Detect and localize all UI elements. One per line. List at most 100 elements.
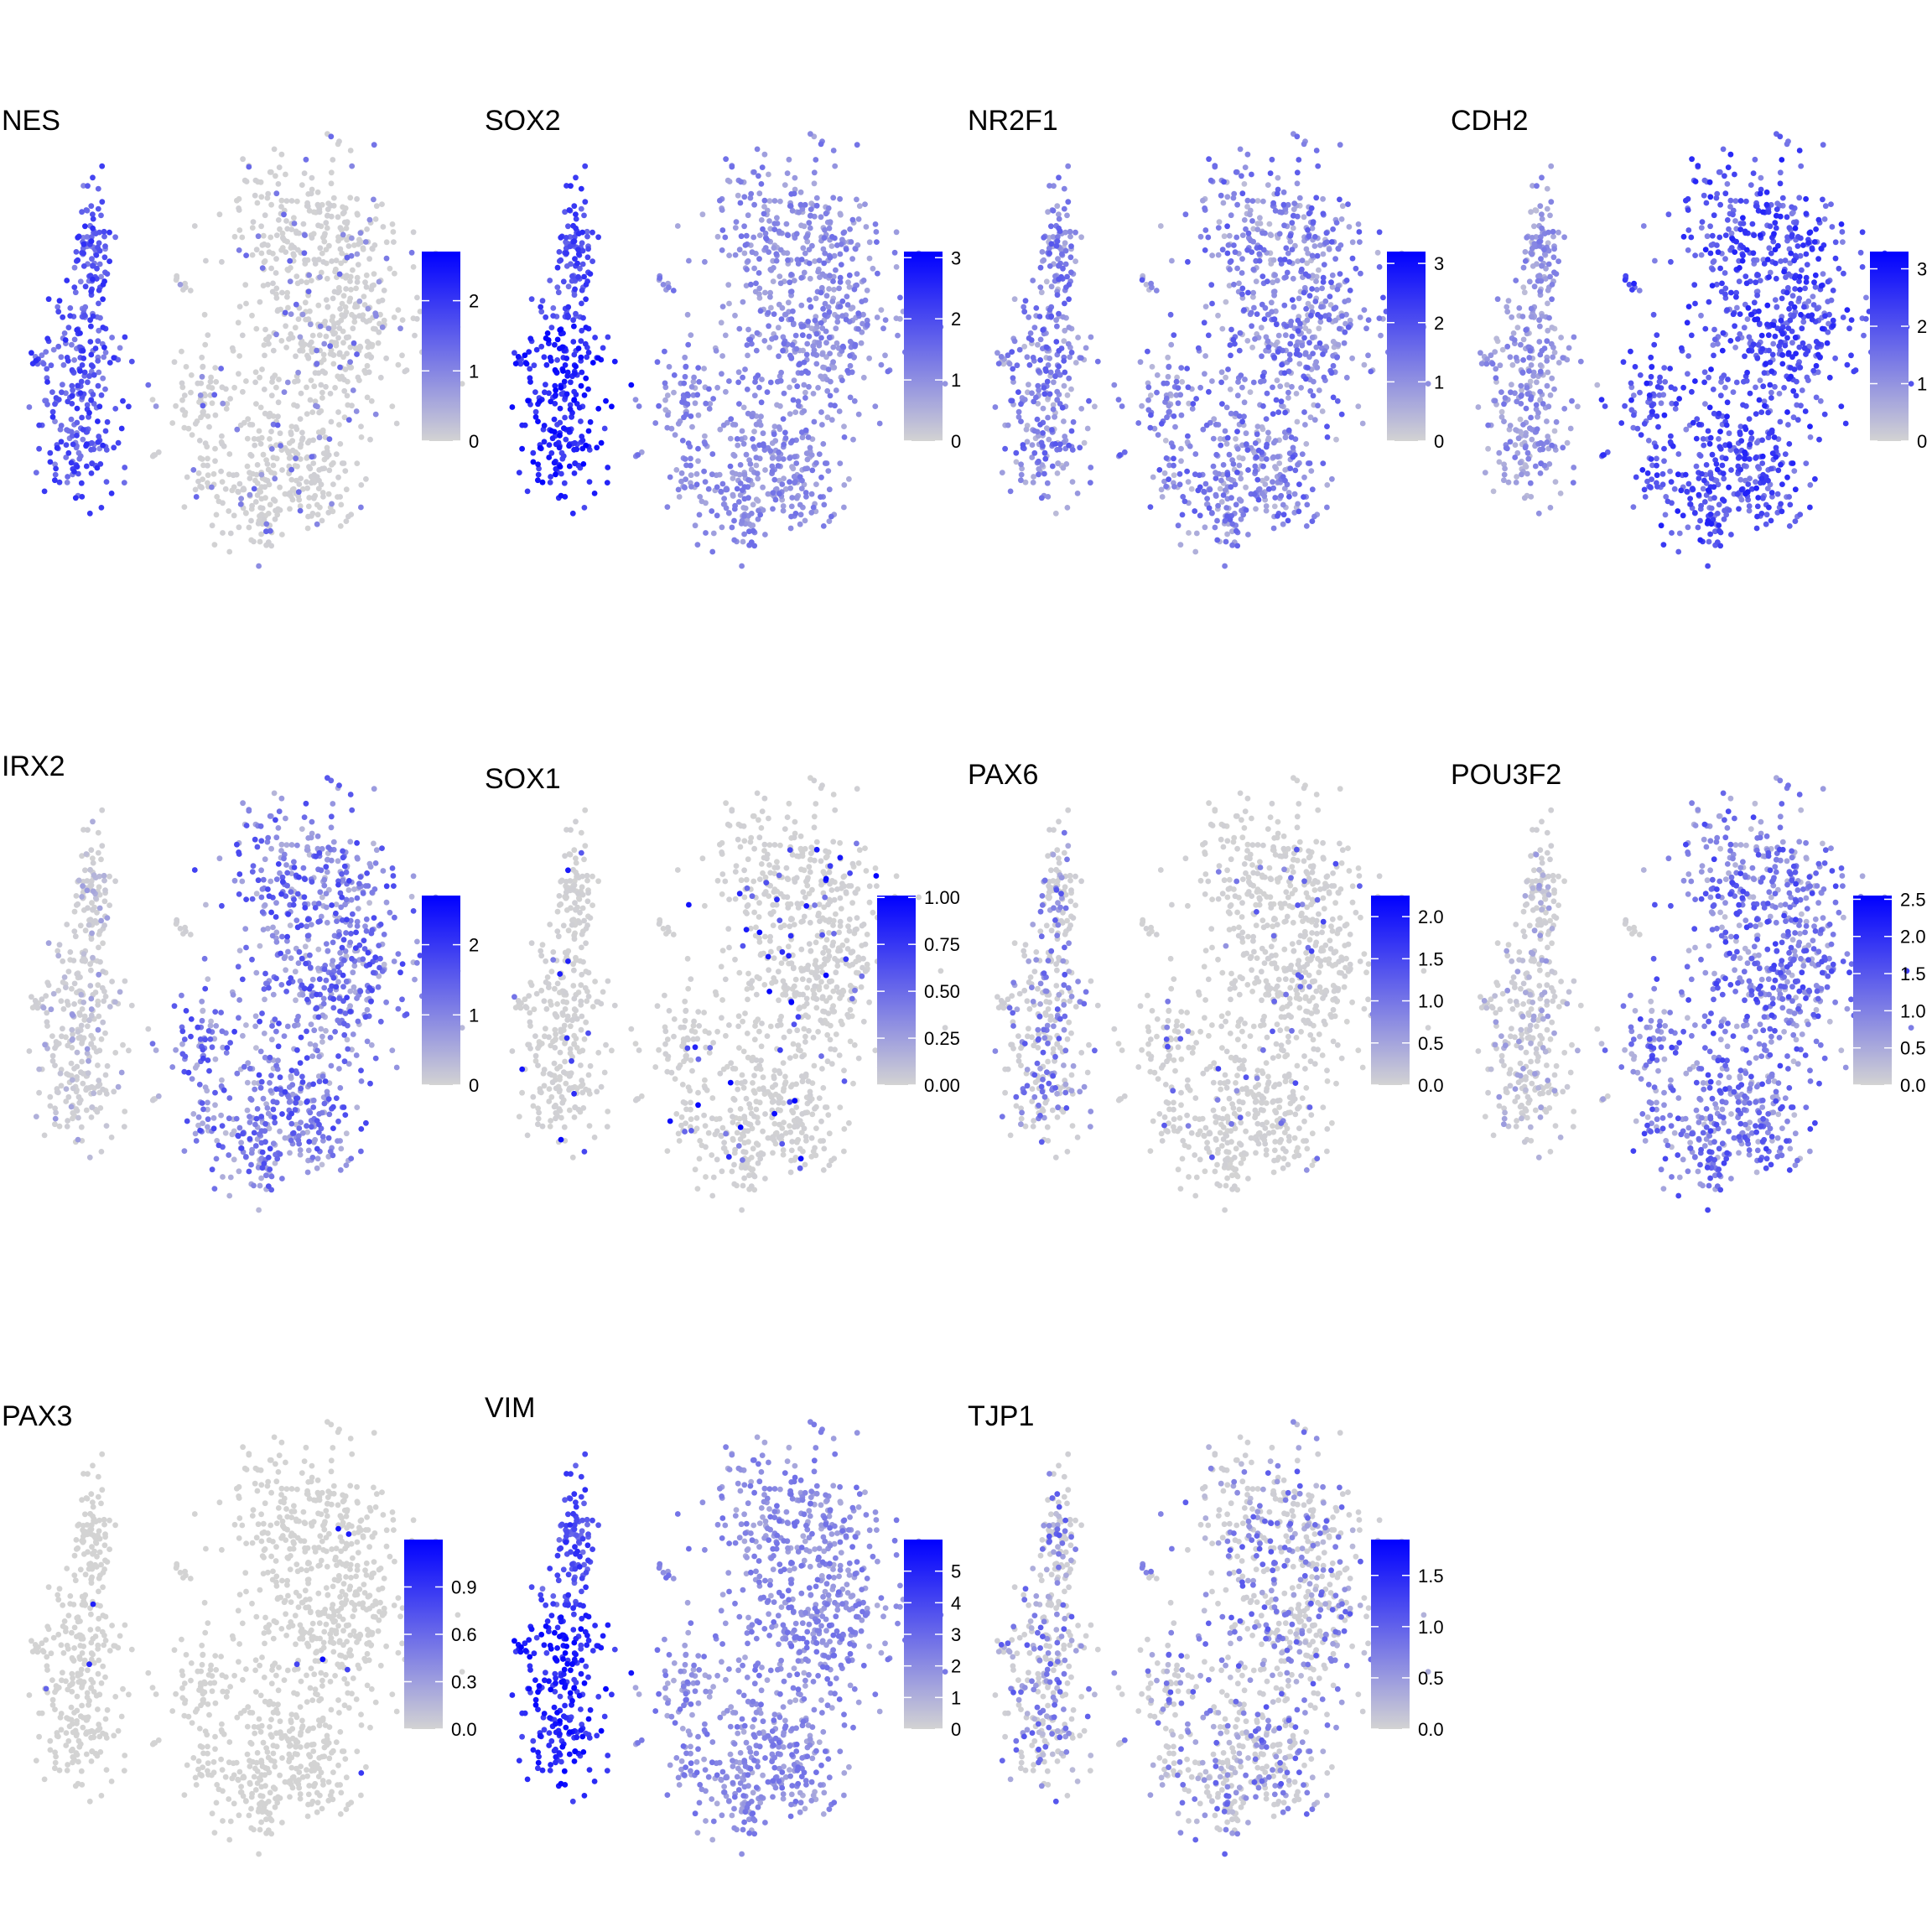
cell-point <box>1308 468 1315 474</box>
cell-point <box>209 400 216 407</box>
cell-point <box>802 427 809 434</box>
cell-point <box>262 212 268 219</box>
cell-point <box>330 352 337 358</box>
cell-point <box>273 507 278 514</box>
cell-point <box>1050 406 1057 413</box>
cell-point <box>1234 446 1241 452</box>
cell-point <box>88 397 94 403</box>
cell-point <box>706 386 712 392</box>
cell-point <box>1206 505 1213 512</box>
cell-point <box>1288 319 1295 325</box>
cell-point <box>1163 455 1170 461</box>
cell-point <box>685 440 692 446</box>
cell-point <box>410 264 417 270</box>
cell-point <box>1478 350 1483 356</box>
cell-point <box>693 481 700 488</box>
cell-point <box>259 265 266 271</box>
cell-point <box>268 446 275 452</box>
cell-point <box>527 379 533 385</box>
cell-point <box>108 491 115 496</box>
cell-point <box>1324 482 1331 488</box>
cell-point <box>1490 488 1497 495</box>
cell-point <box>1258 325 1265 331</box>
cell-point <box>1685 247 1691 253</box>
cell-point <box>1526 278 1533 285</box>
cell-point <box>561 425 567 432</box>
cell-point <box>819 271 826 278</box>
cell-point <box>1159 494 1166 500</box>
cell-point <box>1738 496 1745 503</box>
cell-point <box>1551 246 1557 252</box>
cell-point <box>1010 366 1016 372</box>
cell-point <box>818 214 824 221</box>
cell-point <box>219 479 226 485</box>
cell-point <box>1706 374 1711 381</box>
cell-point <box>60 361 67 368</box>
cell-point <box>1353 265 1359 272</box>
cell-point <box>771 431 777 438</box>
cell-point <box>1721 497 1727 504</box>
cell-point <box>73 249 80 255</box>
cell-point <box>1239 285 1246 292</box>
cell-point <box>349 163 356 169</box>
cell-point <box>568 379 574 386</box>
cell-point <box>101 233 107 240</box>
cell-point <box>742 242 749 248</box>
cell-point <box>1239 173 1244 179</box>
cell-point <box>1732 218 1738 224</box>
cell-point <box>1728 467 1734 473</box>
cell-point <box>554 357 560 363</box>
cell-point <box>827 219 834 226</box>
colorbar-tick-label: 3 <box>951 247 961 268</box>
cell-point <box>278 247 284 253</box>
cell-point <box>818 409 824 415</box>
cell-point <box>253 325 260 332</box>
cell-point <box>741 194 748 200</box>
cell-point <box>226 548 233 555</box>
cell-point <box>1094 358 1101 365</box>
cell-point <box>594 444 600 451</box>
cell-point <box>1258 378 1264 385</box>
cell-point <box>585 350 592 356</box>
cell-point <box>1333 436 1339 443</box>
cell-point <box>1280 512 1287 518</box>
cell-point <box>283 249 289 255</box>
cell-point <box>185 425 192 432</box>
cell-point <box>729 164 735 170</box>
cell-point <box>757 512 764 518</box>
cell-point <box>1068 386 1074 392</box>
cell-point <box>789 438 796 444</box>
cell-point <box>354 279 361 285</box>
cell-point <box>583 296 589 303</box>
cell-point <box>317 274 323 280</box>
cell-point <box>872 221 879 227</box>
cell-point <box>1285 427 1292 434</box>
cell-point <box>758 181 765 187</box>
cell-point <box>1859 264 1866 270</box>
cell-point <box>550 313 557 319</box>
colorbar-tick-label: 0 <box>469 431 479 452</box>
cell-point <box>353 408 360 414</box>
cell-point <box>349 402 355 409</box>
cell-point <box>598 439 605 446</box>
cell-point <box>1274 190 1280 197</box>
cell-point <box>755 372 761 378</box>
cell-point <box>1275 409 1282 415</box>
cell-point <box>253 471 260 478</box>
cell-point <box>177 282 184 288</box>
cell-point <box>826 335 833 340</box>
cell-point <box>999 470 1005 475</box>
cell-point <box>1236 462 1243 469</box>
cell-point <box>798 275 805 281</box>
cell-point <box>749 413 756 420</box>
cell-point <box>1526 355 1533 361</box>
cell-point <box>1717 265 1724 272</box>
cell-point <box>1540 401 1546 407</box>
cell-point <box>1270 257 1277 263</box>
cell-point <box>1301 409 1307 415</box>
cell-point <box>1202 247 1208 253</box>
cell-point <box>1544 418 1550 424</box>
cell-point <box>95 439 101 445</box>
cell-point <box>769 468 776 475</box>
